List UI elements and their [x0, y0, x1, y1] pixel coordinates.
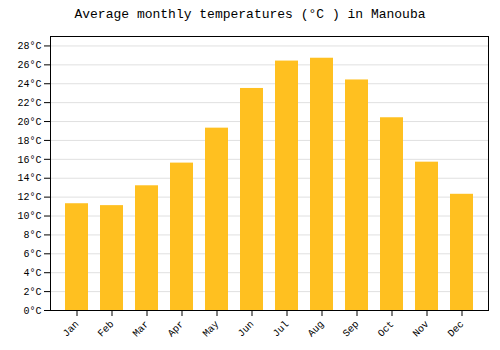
- svg-text:10°C: 10°C: [17, 211, 41, 222]
- svg-text:16°C: 16°C: [17, 155, 41, 166]
- svg-text:Dec: Dec: [446, 319, 467, 340]
- svg-text:20°C: 20°C: [17, 117, 41, 128]
- svg-text:4°C: 4°C: [23, 268, 41, 279]
- svg-text:8°C: 8°C: [23, 230, 41, 241]
- svg-text:2°C: 2°C: [23, 287, 41, 298]
- svg-text:14°C: 14°C: [17, 173, 41, 184]
- svg-text:Jul: Jul: [271, 319, 292, 340]
- svg-text:24°C: 24°C: [17, 79, 41, 90]
- svg-text:12°C: 12°C: [17, 192, 41, 203]
- svg-text:28°C: 28°C: [17, 41, 41, 52]
- svg-text:May: May: [201, 319, 222, 340]
- svg-text:Jan: Jan: [61, 319, 82, 340]
- svg-text:Feb: Feb: [96, 319, 117, 340]
- svg-text:6°C: 6°C: [23, 249, 41, 260]
- svg-text:Sep: Sep: [341, 319, 362, 340]
- svg-text:18°C: 18°C: [17, 136, 41, 147]
- svg-text:Nov: Nov: [411, 319, 432, 340]
- svg-text:0°C: 0°C: [23, 306, 41, 317]
- html-text:Average monthly temperatures (: Average monthly temperatures (°C ) in Ma…: [74, 7, 426, 22]
- svg-text:Apr: Apr: [166, 319, 187, 340]
- svg-text:26°C: 26°C: [17, 60, 41, 71]
- svg-text:22°C: 22°C: [17, 98, 41, 109]
- svg-text:Oct: Oct: [376, 319, 397, 340]
- svg-text:Aug: Aug: [306, 319, 327, 340]
- svg-text:Mar: Mar: [131, 319, 152, 340]
- svg-text:Jun: Jun: [236, 319, 257, 340]
